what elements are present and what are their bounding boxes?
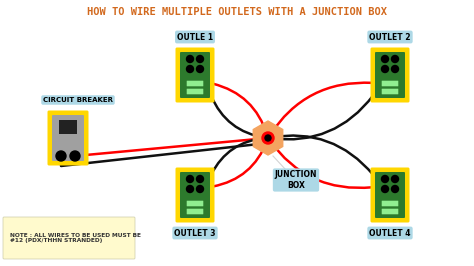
- FancyBboxPatch shape: [52, 115, 84, 161]
- Circle shape: [186, 185, 193, 193]
- Circle shape: [186, 56, 193, 63]
- Circle shape: [262, 132, 274, 144]
- Text: NOTE : ALL WIRES TO BE USED MUST BE
#12 (PDX/THHN STRANDED): NOTE : ALL WIRES TO BE USED MUST BE #12 …: [10, 232, 141, 243]
- FancyBboxPatch shape: [187, 201, 203, 206]
- FancyBboxPatch shape: [180, 172, 210, 218]
- FancyBboxPatch shape: [175, 168, 215, 222]
- FancyBboxPatch shape: [3, 217, 135, 259]
- Bar: [59, 120, 77, 134]
- FancyBboxPatch shape: [187, 81, 203, 86]
- Circle shape: [56, 151, 66, 161]
- Circle shape: [186, 65, 193, 73]
- Circle shape: [70, 151, 80, 161]
- Text: HOW TO WIRE MULTIPLE OUTLETS WITH A JUNCTION BOX: HOW TO WIRE MULTIPLE OUTLETS WITH A JUNC…: [87, 7, 387, 17]
- FancyBboxPatch shape: [47, 110, 89, 165]
- Circle shape: [392, 65, 399, 73]
- Circle shape: [392, 56, 399, 63]
- FancyBboxPatch shape: [187, 89, 203, 94]
- FancyBboxPatch shape: [187, 209, 203, 214]
- FancyBboxPatch shape: [371, 168, 410, 222]
- Circle shape: [382, 176, 389, 182]
- FancyBboxPatch shape: [382, 89, 398, 94]
- Text: OUTLET 4: OUTLET 4: [369, 228, 411, 238]
- Circle shape: [382, 65, 389, 73]
- FancyBboxPatch shape: [371, 48, 410, 102]
- FancyBboxPatch shape: [382, 201, 398, 206]
- Circle shape: [392, 185, 399, 193]
- Text: OUTLET 2: OUTLET 2: [369, 32, 411, 41]
- Text: OUTLET 3: OUTLET 3: [174, 228, 216, 238]
- FancyBboxPatch shape: [375, 172, 405, 218]
- Circle shape: [382, 56, 389, 63]
- Circle shape: [197, 185, 203, 193]
- Circle shape: [197, 56, 203, 63]
- FancyBboxPatch shape: [375, 52, 405, 98]
- Circle shape: [197, 176, 203, 182]
- Text: JUNCTION
BOX: JUNCTION BOX: [275, 170, 317, 190]
- FancyBboxPatch shape: [382, 209, 398, 214]
- Circle shape: [265, 135, 271, 141]
- FancyBboxPatch shape: [175, 48, 215, 102]
- Circle shape: [392, 176, 399, 182]
- Polygon shape: [253, 121, 283, 155]
- FancyBboxPatch shape: [180, 52, 210, 98]
- Circle shape: [197, 65, 203, 73]
- Text: OUTLE 1: OUTLE 1: [177, 32, 213, 41]
- Circle shape: [382, 185, 389, 193]
- FancyBboxPatch shape: [382, 81, 398, 86]
- Circle shape: [186, 176, 193, 182]
- Text: CIRCUIT BREAKER: CIRCUIT BREAKER: [43, 97, 113, 103]
